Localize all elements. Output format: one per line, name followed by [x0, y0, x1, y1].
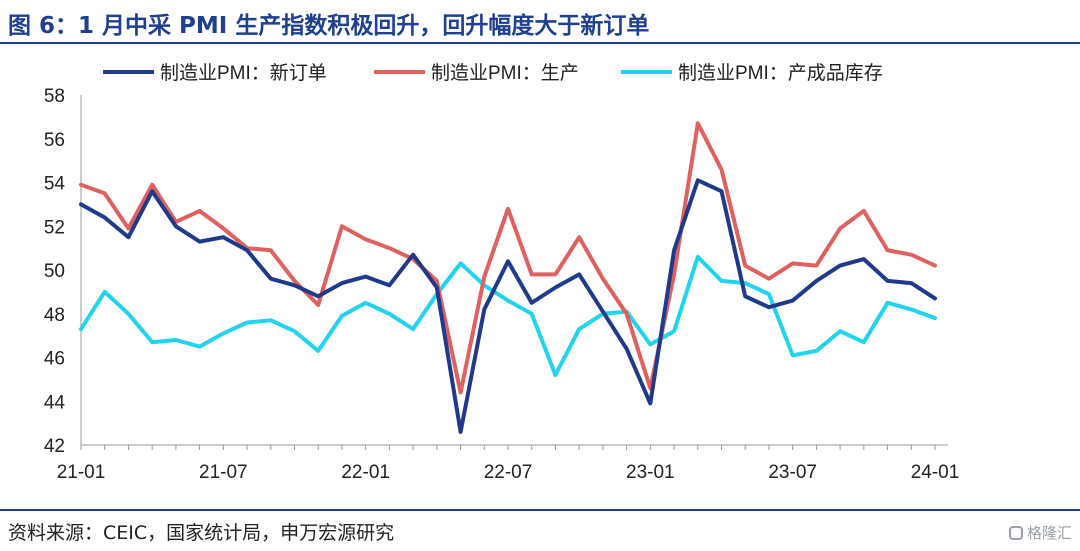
y-tick-label: 52 [44, 217, 65, 238]
x-tick-label: 24-01 [911, 462, 960, 483]
y-tick-label: 44 [44, 392, 66, 413]
legend-label: 制造业PMI：产成品库存 [678, 62, 883, 84]
y-tick-label: 46 [44, 349, 65, 370]
line-chart: 制造业PMI：新订单 制造业PMI：生产 制造业PMI：产成品库存 42 44 46 48… [44, 62, 960, 483]
chart-legend: 制造业PMI：新订单 制造业PMI：生产 制造业PMI：产成品库存 [103, 62, 883, 84]
watermark-text: 格隆汇 [1026, 524, 1072, 542]
y-tick-label: 42 [44, 436, 65, 457]
series-line [79, 121, 937, 395]
source-note: 资料来源：CEIC，国家统计局，申万宏源研究 [8, 522, 395, 544]
series-lines [79, 121, 937, 434]
y-axis: 42 44 46 48 50 52 54 56 58 [44, 86, 82, 457]
x-tick-label: 23-07 [768, 462, 817, 483]
x-tick-label: 21-07 [199, 462, 248, 483]
series-line [79, 254, 937, 377]
watermark-logo-icon [1008, 525, 1023, 540]
x-tick-label: 21-01 [57, 462, 106, 483]
legend-label: 制造业PMI：新订单 [160, 62, 327, 84]
source-divider [0, 509, 1080, 511]
x-tick-label: 22-01 [341, 462, 390, 483]
y-tick-label: 48 [44, 305, 65, 326]
y-tick-label: 54 [44, 174, 66, 195]
title-divider [0, 42, 1080, 44]
x-tick-label: 22-07 [484, 462, 533, 483]
series-line [79, 178, 937, 434]
x-axis: 21-01 21-07 22-01 22-07 23-01 23-07 24-01 [57, 444, 960, 483]
x-tick-label: 23-01 [626, 462, 675, 483]
watermark: 格隆汇 [1008, 522, 1072, 543]
figure-title: 图 6：1 月中采 PMI 生产指数积极回升，回升幅度大于新订单 [8, 13, 650, 39]
legend-label: 制造业PMI：生产 [431, 62, 579, 84]
y-tick-label: 50 [44, 261, 65, 282]
y-tick-label: 58 [44, 86, 65, 107]
y-tick-label: 56 [44, 130, 65, 151]
